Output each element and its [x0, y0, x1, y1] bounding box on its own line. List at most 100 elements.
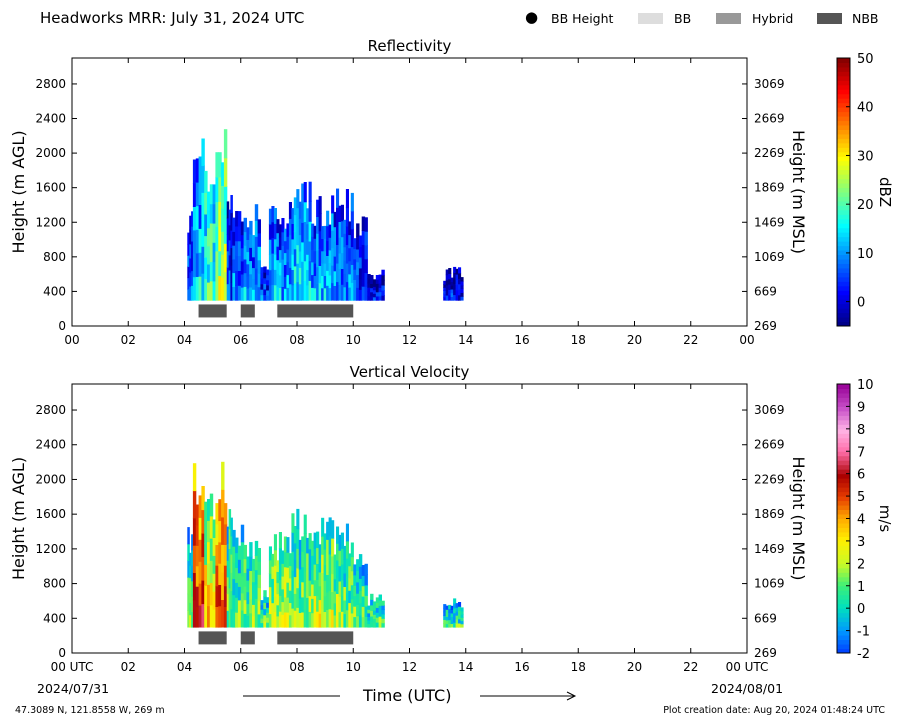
colorbar-cell — [837, 89, 850, 95]
y2-tick-label: 2669 — [754, 438, 785, 452]
echo-cell — [291, 589, 295, 609]
y2-tick-label: 2669 — [754, 112, 785, 126]
echo-cell — [240, 541, 245, 560]
echo-cell — [271, 602, 275, 616]
echo-cell — [353, 238, 357, 250]
echo-cell — [246, 603, 250, 616]
echo-cell — [343, 559, 347, 574]
echo-cell — [268, 546, 272, 561]
echo-cell — [358, 257, 363, 269]
echo-cell — [448, 615, 452, 621]
echo-cell — [296, 281, 300, 301]
echo-field — [187, 461, 464, 628]
echo-cell — [343, 233, 347, 248]
echo-cell — [204, 564, 208, 586]
echo-cell — [326, 240, 330, 256]
colorbar-cell — [837, 540, 850, 546]
echo-cell — [306, 612, 310, 628]
echo-cell — [345, 558, 349, 576]
echo-cell — [191, 565, 194, 582]
echo-cell — [283, 276, 287, 289]
echo-cell — [321, 226, 325, 239]
echo-cell — [249, 220, 253, 235]
echo-cell — [226, 234, 230, 252]
echo-cell — [343, 273, 347, 288]
echo-cell — [260, 272, 264, 279]
y-tick-label: 0 — [58, 646, 66, 660]
echo-cell — [235, 211, 239, 227]
echo-cell — [308, 533, 312, 550]
x-tick-label: 12 — [402, 333, 417, 347]
echo-cell — [215, 201, 219, 227]
colorbar-cell — [837, 433, 850, 439]
echo-cell — [243, 272, 247, 287]
echo-cell — [356, 581, 360, 594]
echo-cell — [445, 295, 449, 301]
echo-cell — [348, 565, 352, 579]
colorbar-cell — [837, 487, 850, 493]
y-tick-label: 800 — [43, 577, 66, 591]
colorbar-cell — [837, 419, 850, 425]
echo-cell — [343, 246, 347, 261]
echo-cell — [249, 273, 253, 288]
echo-cell — [378, 621, 382, 628]
colorbar-cell — [837, 626, 850, 632]
echo-cell — [195, 586, 200, 608]
colorbar-cell — [837, 245, 850, 251]
echo-cell — [328, 274, 332, 289]
echo-cell — [189, 614, 192, 628]
echo-cell — [249, 612, 253, 628]
x-tick-label: 04 — [177, 660, 192, 674]
x-tick-label: 22 — [683, 660, 698, 674]
echo-cell — [278, 532, 282, 549]
echo-cell — [281, 601, 285, 615]
echo-cell — [343, 259, 347, 274]
colorbar-cell — [837, 496, 850, 502]
colorbar-cell — [837, 165, 850, 171]
colorbar-cell — [837, 630, 850, 636]
echo-cell — [326, 574, 330, 593]
echo-cell — [204, 192, 208, 215]
echo-cell — [278, 274, 282, 288]
echo-cell — [356, 615, 360, 628]
echo-cell — [201, 219, 205, 247]
echo-cell — [356, 604, 360, 617]
echo-cell — [195, 252, 200, 277]
echo-cell — [246, 568, 250, 581]
echo-cell — [318, 213, 322, 232]
echo-cell — [230, 535, 233, 555]
nbb-bar — [277, 304, 354, 318]
echo-cell — [235, 255, 239, 271]
echo-cell — [331, 230, 335, 249]
echo-cell — [361, 585, 366, 597]
colorbar-cell — [837, 200, 850, 206]
echo-cell — [223, 585, 228, 607]
echo-cell — [298, 234, 302, 252]
echo-cell — [291, 551, 295, 571]
echo-cell — [370, 275, 374, 280]
echo-cell — [323, 225, 327, 239]
echo-cell — [189, 552, 192, 566]
echo-cell — [257, 232, 261, 247]
echo-cell — [226, 560, 230, 578]
echo-cell — [353, 606, 357, 618]
echo-cell — [370, 593, 374, 600]
echo-cell — [345, 575, 349, 594]
echo-cell — [303, 260, 307, 281]
echo-cell — [254, 284, 259, 301]
echo-cell — [212, 537, 216, 556]
colorbar-cell — [837, 567, 850, 573]
colorbar-cell — [837, 590, 850, 596]
echo-cell — [333, 578, 337, 592]
y-tick-label: 1200 — [35, 542, 66, 556]
echo-cell — [191, 285, 194, 301]
echo-cell — [271, 566, 275, 579]
echo-cell — [303, 608, 307, 628]
echo-cell — [221, 461, 225, 490]
echo-cell — [450, 292, 454, 297]
echo-cell — [311, 583, 315, 599]
echo-cell — [350, 542, 354, 558]
echo-cell — [353, 279, 357, 291]
echo-cell — [273, 284, 277, 301]
